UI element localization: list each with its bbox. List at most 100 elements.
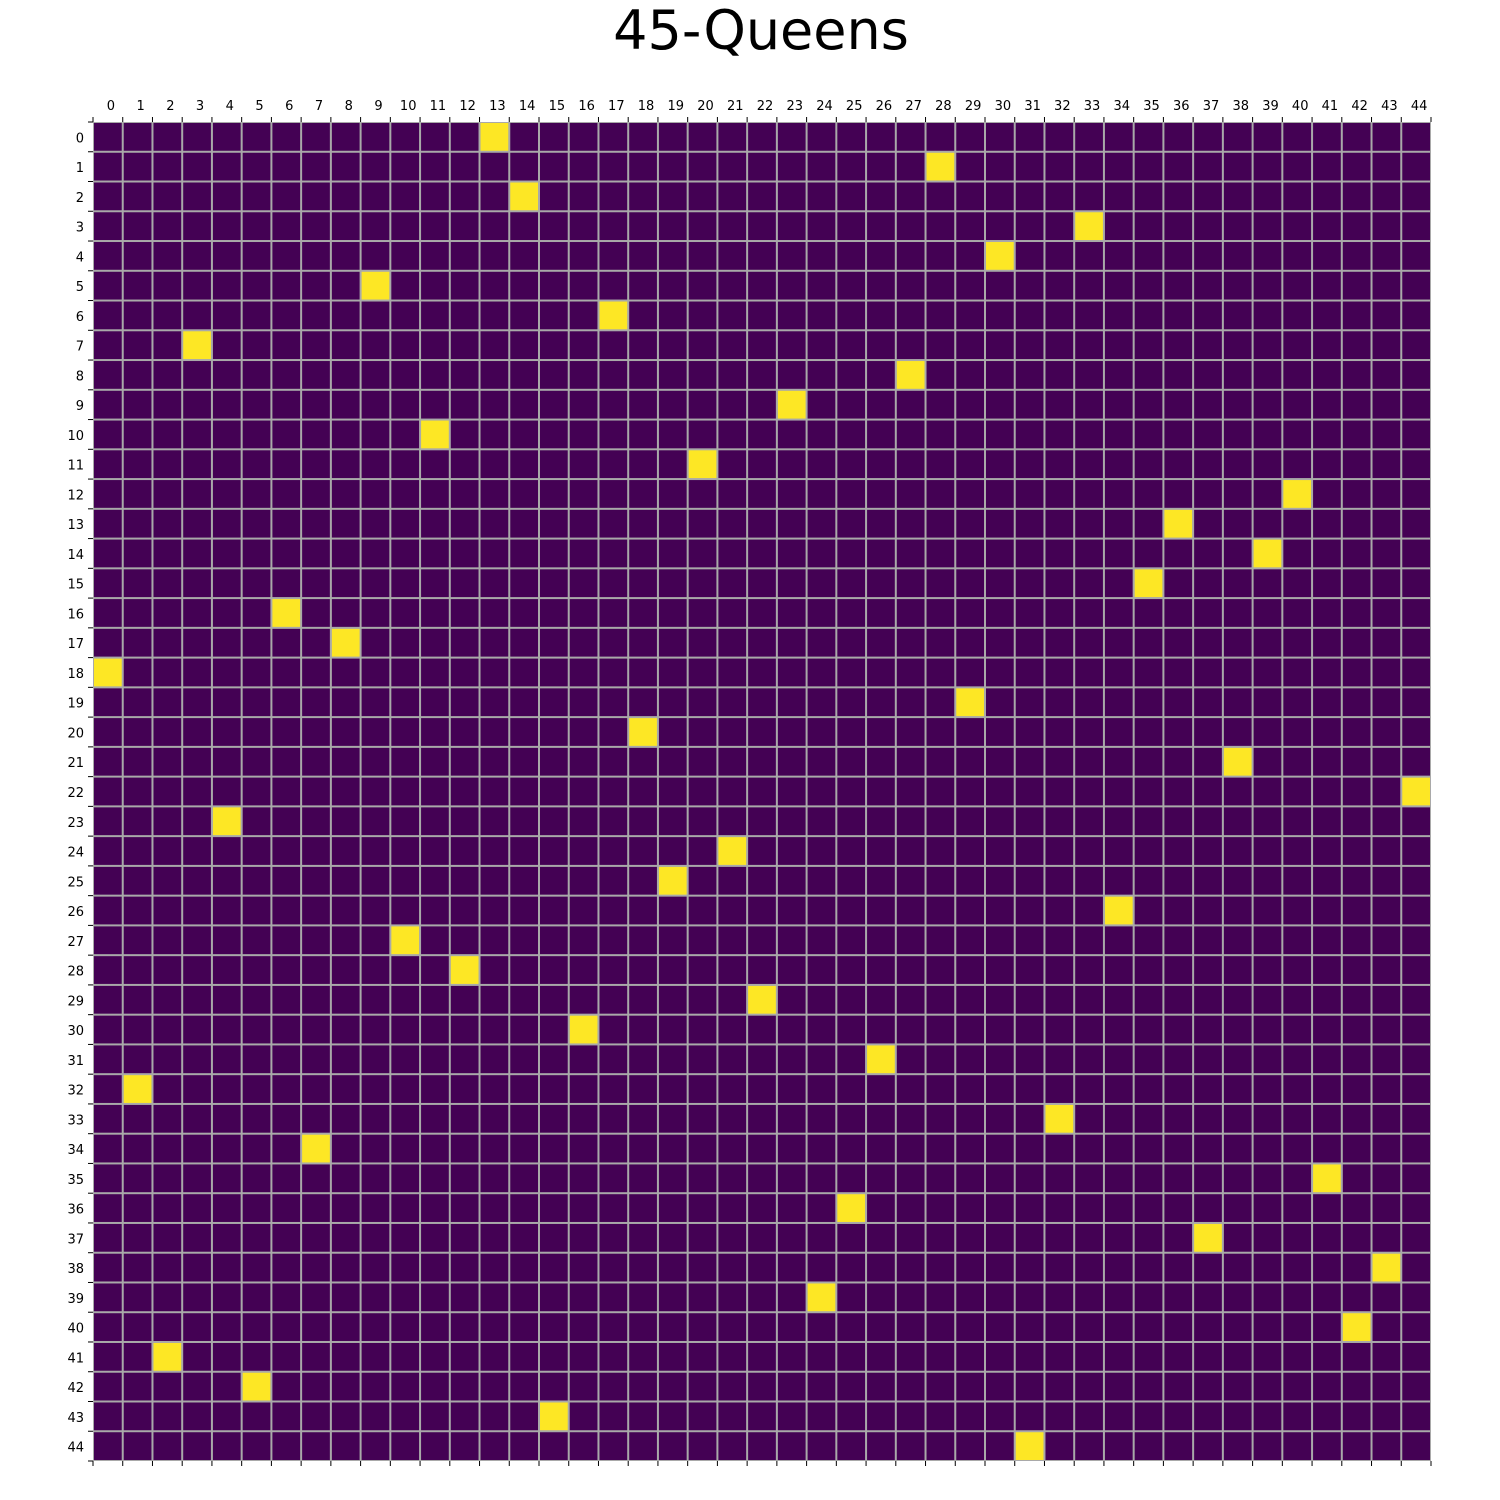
board-cell	[569, 420, 598, 449]
board-cell	[510, 331, 538, 360]
board-cell	[1164, 688, 1193, 717]
board-cell	[896, 1342, 925, 1371]
row-label: 16	[67, 607, 84, 622]
board-cell	[777, 1342, 806, 1371]
board-cell	[302, 1313, 330, 1341]
board-cell	[1402, 480, 1430, 508]
board-cell	[1164, 1045, 1193, 1074]
board-cell	[361, 1313, 390, 1341]
board-cell	[272, 420, 301, 449]
board-cell	[242, 271, 271, 300]
queen-cell	[421, 420, 449, 449]
board-cell	[1194, 420, 1222, 449]
board-cell	[629, 1372, 657, 1401]
board-cell	[391, 1194, 420, 1222]
board-cell	[450, 985, 479, 1014]
board-cell	[1104, 985, 1133, 1014]
board-cell	[1402, 1402, 1430, 1431]
board-cell	[1164, 837, 1193, 865]
board-cell	[1104, 718, 1133, 746]
board-cell	[926, 658, 955, 687]
board-cell	[480, 866, 509, 895]
board-cell	[1045, 866, 1074, 895]
board-cell	[1015, 628, 1044, 657]
board-cell	[212, 956, 241, 984]
row-label: 40	[67, 1322, 84, 1337]
board-cell	[837, 182, 866, 211]
row-label: 14	[67, 548, 84, 563]
board-cell	[1372, 896, 1401, 925]
board-cell	[896, 1432, 925, 1460]
board-cell	[302, 509, 330, 538]
board-cell	[718, 1134, 747, 1163]
board-cell	[629, 599, 657, 627]
board-cell	[421, 1075, 449, 1103]
board-cell	[1194, 777, 1222, 806]
board-cell	[1283, 956, 1312, 984]
board-cell	[1253, 450, 1282, 479]
board-cell	[1194, 509, 1222, 538]
board-cell	[1372, 420, 1401, 449]
board-cell	[1402, 1134, 1430, 1163]
board-cell	[421, 1134, 449, 1163]
board-cell	[1015, 658, 1044, 687]
board-cell	[807, 331, 836, 360]
board-cell	[1342, 747, 1371, 776]
board-cell	[1164, 1075, 1193, 1103]
board-cell	[926, 1075, 955, 1103]
board-cell	[658, 361, 687, 389]
column-label: 1	[136, 99, 144, 114]
board-cell	[718, 390, 747, 419]
board-cell	[331, 1223, 360, 1252]
board-cell	[421, 628, 449, 657]
board-cell	[688, 1223, 717, 1252]
board-cell	[629, 450, 657, 479]
board-cell	[1075, 1342, 1103, 1371]
board-cell	[1372, 539, 1401, 568]
board-cell	[1223, 658, 1252, 687]
board-cell	[807, 658, 836, 687]
board-cell	[212, 866, 241, 895]
board-cell	[986, 896, 1014, 925]
board-cell	[986, 837, 1014, 865]
board-cell	[450, 450, 479, 479]
board-cell	[1104, 837, 1133, 865]
board-cell	[94, 1223, 122, 1252]
board-cell	[183, 301, 211, 330]
board-cell	[361, 420, 390, 449]
board-cell	[1223, 1432, 1252, 1460]
board-cell	[986, 331, 1014, 360]
board-cell	[1313, 658, 1341, 687]
column-label: 38	[1232, 99, 1249, 114]
board-cell	[1223, 956, 1252, 984]
board-cell	[1342, 837, 1371, 865]
row-label: 6	[76, 310, 84, 325]
board-cell	[748, 896, 776, 925]
board-cell	[1134, 837, 1163, 865]
board-cell	[1342, 718, 1371, 746]
queen-cell	[867, 1045, 895, 1074]
board-cell	[896, 1313, 925, 1341]
board-cell	[867, 1075, 895, 1103]
board-cell	[1045, 1283, 1074, 1312]
board-cell	[688, 1015, 717, 1044]
board-cell	[1342, 509, 1371, 538]
board-cell	[748, 1283, 776, 1312]
board-cell	[867, 1283, 895, 1312]
board-cell	[302, 777, 330, 806]
board-cell	[1283, 777, 1312, 806]
board-cell	[242, 747, 271, 776]
board-cell	[1223, 509, 1252, 538]
board-cell	[1253, 1372, 1282, 1401]
board-cell	[183, 896, 211, 925]
board-cell	[242, 837, 271, 865]
queen-cell	[1283, 480, 1312, 508]
board-cell	[867, 152, 895, 181]
board-cell	[1313, 420, 1341, 449]
board-cell	[837, 807, 866, 836]
board-cell	[153, 628, 182, 657]
board-cell	[748, 1432, 776, 1460]
row-label: 10	[67, 429, 84, 444]
row-label: 12	[67, 488, 84, 503]
board-cell	[212, 1432, 241, 1460]
